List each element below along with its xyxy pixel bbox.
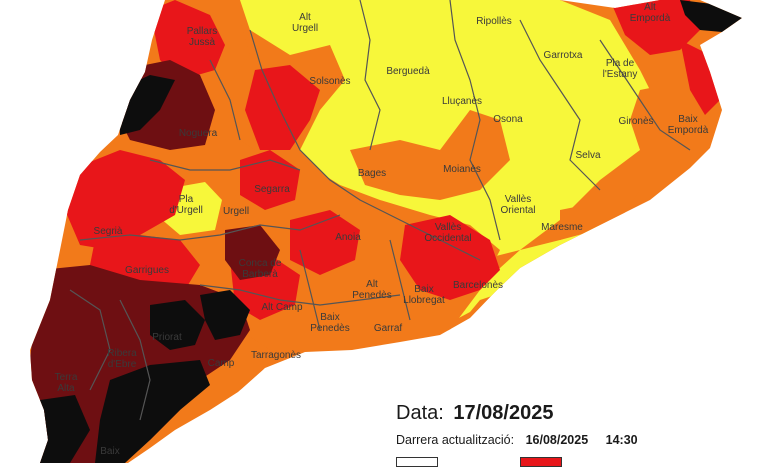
zone-moderate-alt-emporda bbox=[610, 0, 700, 55]
zone-moderate-valles-occidental bbox=[400, 215, 500, 300]
border-line bbox=[519, 19, 601, 191]
comarca-label-segarra: Segarra bbox=[254, 184, 290, 195]
zone-very-high-terra-alta bbox=[40, 395, 90, 463]
comarca-label-tarragones: Tarragonès bbox=[251, 350, 301, 361]
comarca-label-conca-barbera: Conca de Barberà bbox=[239, 258, 282, 280]
comarca-label-garraf: Garraf bbox=[374, 323, 403, 334]
border-line bbox=[149, 159, 301, 171]
date-value: 17/08/2025 bbox=[453, 402, 554, 424]
update-line: Darrera actualització: 16/08/2025 14:30 bbox=[396, 433, 638, 447]
comarca-label-llucanes: Lluçanès bbox=[442, 96, 482, 107]
comarca-label-baix-emporda: Baix Empordà bbox=[668, 114, 709, 136]
comarca-label-moianes: Moianès bbox=[443, 164, 481, 175]
comarca-label-priorat: Priorat bbox=[152, 332, 182, 343]
border-line bbox=[599, 39, 691, 151]
legend-swatch-white bbox=[396, 457, 438, 467]
zone-moderate-anoia bbox=[290, 210, 360, 275]
comarca-label-garrotxa: Garrotxa bbox=[544, 50, 583, 61]
date-label: Data: bbox=[396, 402, 444, 424]
comarca-label-urgell: Urgell bbox=[223, 206, 249, 217]
date-line: Data: 17/08/2025 bbox=[396, 402, 638, 425]
comarca-label-noguera: Noguera bbox=[179, 128, 218, 139]
comarca-label-maresme: Maresme bbox=[541, 222, 583, 233]
update-time: 14:30 bbox=[605, 433, 638, 447]
legend-swatch-red bbox=[520, 457, 562, 467]
zone-moderate-solsones bbox=[245, 65, 320, 150]
comarca-label-bages: Bages bbox=[358, 168, 386, 179]
border-line bbox=[69, 289, 111, 391]
border-line bbox=[79, 214, 341, 241]
comarca-label-baix-penedes: Baix Penedès bbox=[310, 312, 349, 334]
comarca-label-osona: Osona bbox=[493, 114, 523, 125]
update-date: 16/08/2025 bbox=[525, 433, 589, 447]
comarca-label-ripolles: Ripollès bbox=[476, 16, 512, 27]
border-line bbox=[389, 239, 411, 321]
zone-very-high-alt-emporda bbox=[680, 0, 742, 32]
zone-moderate-pallars bbox=[150, 0, 225, 80]
zone-moderate-segria bbox=[65, 150, 185, 250]
comarca-label-valles-oriental: Vallès Oriental bbox=[500, 194, 535, 216]
comarca-label-alt-emporda: Alt Empordà bbox=[630, 2, 671, 24]
comarca-label-girones: Gironès bbox=[618, 116, 653, 127]
comarca-label-selva: Selva bbox=[575, 150, 600, 161]
comarca-label-valles-occidental: Vallès Occidental bbox=[424, 222, 471, 244]
comarca-label-solsones: Solsonès bbox=[309, 76, 350, 87]
comarca-label-baix-ebre: Baix bbox=[100, 446, 119, 457]
comarca-label-terra-alta: Terra Alta bbox=[55, 372, 78, 394]
border-line bbox=[199, 284, 401, 306]
zone-very-high-priorat-east bbox=[200, 290, 250, 340]
zone-high-conca bbox=[225, 225, 280, 280]
zone-low-baix-emporda bbox=[630, 80, 715, 165]
border-line bbox=[119, 299, 151, 421]
comarca-label-segria: Segrià bbox=[94, 226, 123, 237]
comarca-label-pla-urgell: Pla d'Urgell bbox=[169, 194, 203, 216]
comarca-label-alt-urgell: Alt Urgell bbox=[292, 12, 318, 34]
zone-low-central bbox=[230, 160, 500, 345]
zone-low-bages bbox=[350, 110, 510, 200]
comarca-label-pallars-jussa: Pallars Jussà bbox=[187, 26, 218, 48]
comarca-label-alt-penedes: Alt Penedès bbox=[352, 279, 391, 301]
comarca-label-baix-llobregat: Baix Llobregat bbox=[403, 284, 445, 306]
comarca-label-ribera-ebre: Ribera d'Ebre bbox=[107, 348, 137, 370]
zone-low-maresme bbox=[560, 190, 640, 240]
update-label: Darrera actualització: bbox=[396, 433, 515, 447]
comarca-borders bbox=[69, 0, 691, 421]
border-line bbox=[359, 0, 381, 151]
comarca-label-garrigues: Garrigues bbox=[125, 265, 169, 276]
comarca-label-pla-estany: Pla de l'Estany bbox=[603, 58, 638, 80]
border-line bbox=[209, 59, 241, 141]
border-line bbox=[299, 249, 321, 331]
zone-very-high-south bbox=[95, 360, 210, 463]
comarca-label-alt-camp: Alt Camp bbox=[261, 302, 303, 313]
border-line bbox=[249, 29, 481, 261]
zone-very-high-priorat bbox=[150, 300, 205, 350]
comarca-labels: Alt Urgell Ripollès Alt Empordà Pallars Jussà B… bbox=[55, 2, 709, 457]
zone-very-low-north bbox=[240, 0, 660, 260]
risk-zones bbox=[30, 0, 742, 463]
comarca-label-baix-camp: Camp bbox=[208, 358, 235, 369]
comarca-label-bergueda: Berguedà bbox=[386, 66, 430, 77]
info-panel: Data: 17/08/2025 Darrera actualització: … bbox=[396, 402, 638, 447]
comarca-label-anoia: Anoia bbox=[335, 232, 361, 243]
comarca-label-barcelones: Barcelonès bbox=[453, 280, 503, 291]
border-line bbox=[449, 0, 501, 241]
